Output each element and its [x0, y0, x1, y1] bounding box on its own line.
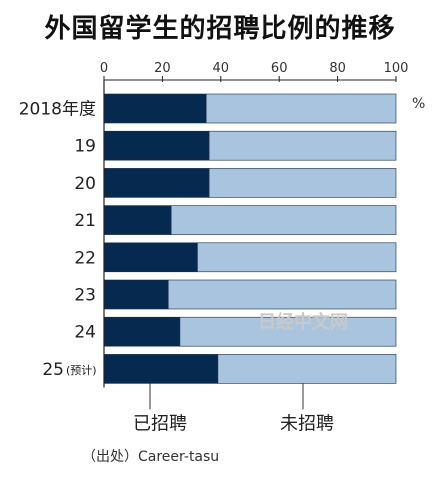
legend: 已招聘 未招聘 [133, 383, 334, 434]
source-note: （出处）Career-tasu [82, 449, 220, 465]
x-tick-label: 80 [329, 61, 346, 76]
category-label: 23 [74, 286, 96, 306]
bar-segment-not-hired [205, 93, 397, 124]
bar-segment-hired [103, 93, 207, 124]
bar-segment-hired [103, 168, 210, 198]
x-tick-label: 20 [154, 61, 171, 76]
bar-segment-not-hired [208, 168, 397, 198]
bar-segment-not-hired [167, 279, 397, 310]
category-label: 22 [74, 248, 96, 268]
x-tick-label: 100 [384, 61, 409, 76]
bars-group [103, 93, 397, 384]
bar-segment-not-hired [170, 205, 397, 235]
category-label: 25 [42, 360, 64, 380]
chart-title: 外国留学生的招聘比例的推移 [44, 14, 396, 44]
x-tick-label: 40 [213, 61, 230, 76]
bar-segment-not-hired [217, 354, 397, 384]
legend-label-not-hired: 未招聘 [280, 413, 334, 434]
bar-segment-hired [103, 316, 181, 347]
legend-label-hired: 已招聘 [133, 413, 187, 434]
bar-segment-not-hired [197, 242, 397, 273]
category-labels: 2018年度 19 20 21 22 23 24 25 (预计) [19, 100, 97, 380]
category-label: 20 [74, 174, 96, 194]
bar-segment-hired [103, 279, 169, 310]
bar-segment-hired [103, 205, 172, 235]
watermark: 日经中文网 [258, 312, 348, 333]
bar-segment-hired [103, 242, 198, 273]
unit-label: % [412, 96, 425, 112]
category-note: (预计) [66, 364, 97, 377]
bar-segment-not-hired [179, 316, 397, 347]
x-axis-ticks: 0 20 40 60 80 100 [100, 61, 409, 82]
x-tick-label: 60 [271, 61, 288, 76]
x-tick-label: 0 [100, 61, 108, 76]
bar-segment-not-hired [208, 130, 397, 161]
category-label: 24 [74, 323, 96, 343]
category-label: 21 [74, 211, 96, 231]
bar-segment-hired [103, 130, 210, 161]
bar-segment-hired [103, 354, 219, 384]
category-label: 2018年度 [19, 100, 96, 120]
category-label: 19 [74, 137, 96, 157]
